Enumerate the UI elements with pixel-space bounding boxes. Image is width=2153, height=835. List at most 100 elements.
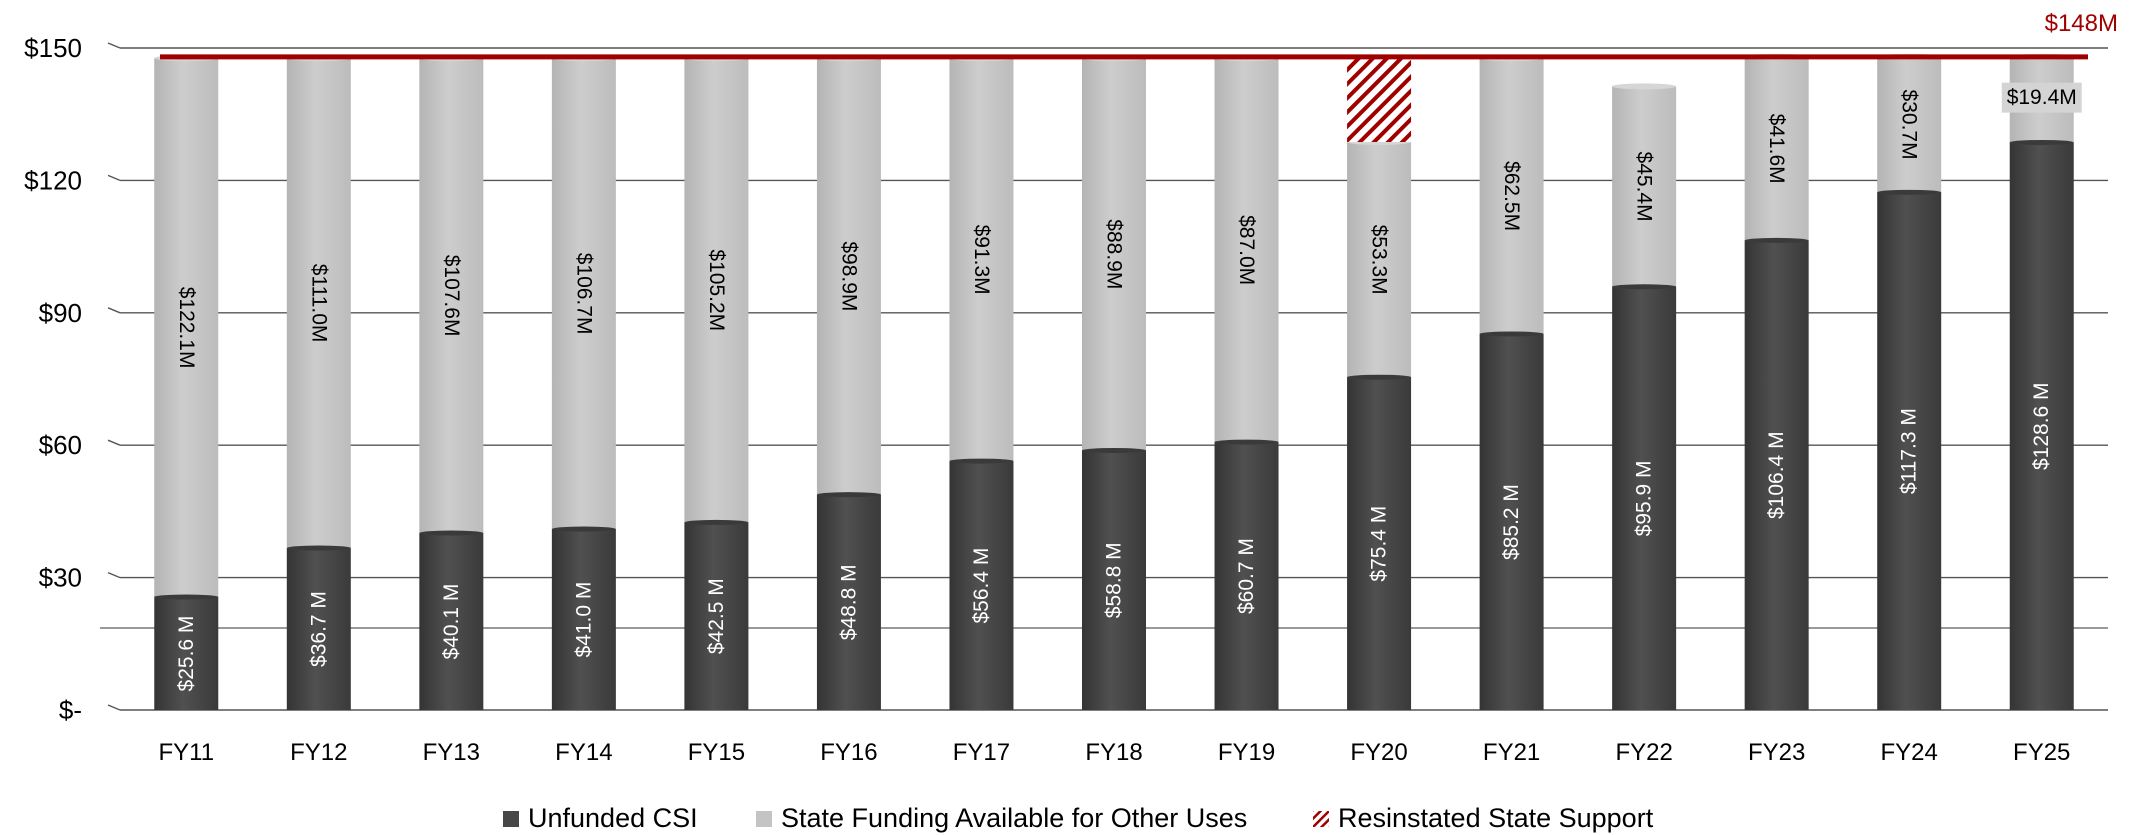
x-tick-label: FY18 bbox=[1085, 739, 1142, 766]
bar-cap bbox=[1612, 83, 1677, 90]
bar-group-fy25: $128.6 M $19.4M bbox=[2001, 53, 2082, 711]
legend-reinstated: Resinstated State Support bbox=[1313, 803, 1654, 833]
data-label-other-uses: $19.4M bbox=[2007, 86, 2077, 109]
bar-group-fy14: $41.0 M $106.7M bbox=[551, 55, 616, 710]
bar-segment-unfunded bbox=[419, 533, 484, 710]
y-tick-label: $30 bbox=[39, 563, 82, 593]
data-label-other-uses: $107.6M bbox=[440, 255, 463, 337]
bar-segment-other-uses bbox=[1612, 86, 1677, 287]
y-tick-mark bbox=[107, 704, 121, 711]
data-label-unfunded: $41.0 M bbox=[572, 582, 595, 658]
bar-segment-unfunded bbox=[816, 494, 881, 710]
legend-label: Resinstated State Support bbox=[1338, 803, 1654, 833]
x-tick-label: FY15 bbox=[688, 739, 745, 766]
x-tick-label: FY22 bbox=[1615, 739, 1672, 766]
bar-segment-other-uses bbox=[1214, 58, 1279, 443]
x-tick-label: FY16 bbox=[820, 739, 877, 766]
data-label-unfunded: $25.6 M bbox=[175, 616, 198, 692]
bar-segment-other-uses bbox=[1479, 58, 1544, 334]
data-label-unfunded: $95.9 M bbox=[1633, 460, 1656, 536]
data-label-other-uses: $87.0M bbox=[1235, 215, 1258, 285]
legend: Unfunded CSI State Funding Available for … bbox=[503, 803, 1654, 833]
y-tick-label: $60 bbox=[39, 430, 82, 460]
y-tick-mark bbox=[107, 307, 121, 314]
bar-cap bbox=[551, 526, 616, 532]
bar-group-fy16: $48.8 M $98.9M bbox=[816, 55, 881, 710]
bar-segment-other-uses bbox=[1347, 142, 1412, 378]
x-axis: FY11 FY12 FY13 FY14 FY15 FY16 FY17 FY18 FY19 FY20… bbox=[158, 739, 2070, 766]
bar-group-fy11: $25.6 M $122.1M bbox=[154, 55, 219, 710]
bar-segment-other-uses bbox=[949, 58, 1014, 462]
data-label-other-uses: $45.4M bbox=[1633, 152, 1656, 222]
x-tick-label: FY25 bbox=[2013, 739, 2070, 766]
bar-segment-unfunded bbox=[154, 597, 219, 710]
bar-group-fy22: $95.9 M $45.4M bbox=[1612, 83, 1677, 710]
x-tick-label: FY19 bbox=[1218, 739, 1275, 766]
data-label-unfunded: $106.4 M bbox=[1765, 431, 1788, 519]
legend-label: State Funding Available for Other Uses bbox=[781, 803, 1247, 833]
bar-cap bbox=[1744, 237, 1809, 243]
data-label-other-uses: $88.9M bbox=[1103, 219, 1126, 289]
data-label-unfunded: $42.5 M bbox=[705, 578, 728, 654]
y-axis: $- $30 $60 $90 $120 $150 bbox=[24, 33, 82, 725]
bar-group-fy21: $85.2 M $62.5M bbox=[1479, 55, 1544, 710]
bar-segment-other-uses bbox=[684, 58, 749, 523]
bar-segment-other-uses bbox=[1082, 58, 1146, 451]
bar-cap bbox=[1214, 439, 1279, 445]
data-label-unfunded: $40.1 M bbox=[440, 584, 463, 660]
bar-group-fy19: $60.7 M $87.0M bbox=[1214, 55, 1279, 710]
bar-segment-unfunded bbox=[1214, 442, 1279, 710]
x-tick-label: FY21 bbox=[1483, 739, 1540, 766]
data-label-other-uses: $122.1M bbox=[175, 287, 198, 369]
bar-segment-other-uses bbox=[419, 58, 484, 534]
y-tick-mark bbox=[107, 174, 121, 182]
data-label-unfunded: $60.7 M bbox=[1235, 538, 1258, 614]
data-label-unfunded: $75.4 M bbox=[1368, 506, 1391, 582]
bar-group-fy24: $117.3 M $30.7M bbox=[1877, 53, 1942, 711]
y-tick-mark bbox=[107, 42, 121, 49]
bar-segment-unfunded bbox=[1479, 333, 1544, 710]
x-tick-label: FY17 bbox=[953, 739, 1010, 766]
data-label-unfunded: $56.4 M bbox=[970, 548, 993, 624]
legend-swatch bbox=[756, 811, 772, 827]
data-label-other-uses: $111.0M bbox=[307, 264, 330, 343]
bar-segment-unfunded bbox=[2009, 142, 2074, 711]
bar-segment-other-uses bbox=[1877, 56, 1942, 193]
bar-cap bbox=[949, 458, 1014, 464]
bar-segment-unfunded bbox=[1744, 240, 1809, 710]
bar-cap bbox=[154, 594, 219, 600]
data-label-unfunded: $117.3 M bbox=[1898, 408, 1921, 494]
legend-other-uses: State Funding Available for Other Uses bbox=[756, 803, 1247, 833]
legend-swatch bbox=[503, 811, 519, 827]
bar-cap bbox=[1877, 189, 1942, 195]
bar-segment-unfunded bbox=[1612, 286, 1677, 710]
bar-segment-reinstated bbox=[1347, 58, 1412, 143]
bar-group-fy18: $58.8 M $88.9M bbox=[1082, 55, 1146, 710]
x-tick-label: FY11 bbox=[158, 739, 214, 766]
x-tick-label: FY14 bbox=[555, 739, 612, 766]
bar-segment-unfunded bbox=[1082, 450, 1146, 710]
bar-segment-unfunded bbox=[1347, 377, 1412, 710]
bar-cap bbox=[684, 519, 749, 525]
bar-group-fy17: $56.4 M $91.3M bbox=[949, 55, 1014, 710]
bar-cap bbox=[419, 530, 484, 536]
x-tick-label: FY20 bbox=[1350, 739, 1407, 766]
reference-line-group: $148M bbox=[160, 10, 2118, 60]
bar-segment-unfunded bbox=[684, 522, 749, 710]
bar-segment-other-uses bbox=[286, 58, 351, 549]
x-tick-label: FY24 bbox=[1881, 739, 1938, 766]
bar-segment-other-uses bbox=[1744, 56, 1809, 241]
bar-cap bbox=[816, 492, 881, 498]
bars: $25.6 M $122.1M $36.7 M $111.0M $40.1 M $107.… bbox=[154, 53, 2082, 711]
bar-cap bbox=[2009, 139, 2074, 145]
bar-segment-other-uses bbox=[816, 58, 881, 495]
data-label-unfunded: $58.8 M bbox=[1103, 542, 1126, 618]
legend-swatch bbox=[1313, 811, 1329, 827]
bar-group-fy23: $106.4 M $41.6M bbox=[1744, 53, 1809, 710]
data-label-unfunded: $85.2 M bbox=[1500, 484, 1523, 560]
bar-segment-other-uses bbox=[154, 58, 219, 598]
bar-cap bbox=[1612, 284, 1677, 290]
data-label-unfunded: $128.6 M bbox=[2030, 382, 2053, 470]
data-label-other-uses: $62.5M bbox=[1500, 161, 1523, 231]
bar-segment-other-uses bbox=[551, 58, 616, 530]
